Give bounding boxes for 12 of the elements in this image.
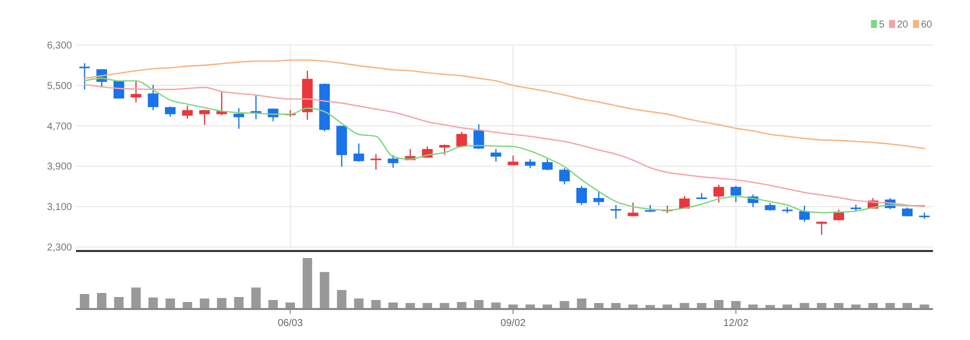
x-tick-label: 06/03 <box>278 318 304 329</box>
y-tick-label: 3,100 <box>46 202 72 214</box>
y-tick-label: 3,900 <box>46 162 72 173</box>
y-tick-label: 6,300 <box>46 40 72 52</box>
legend-label: 5 <box>879 20 885 30</box>
y-tick-label: 5,500 <box>46 80 72 92</box>
y-tick-label: 4,700 <box>46 121 72 132</box>
legend-label: 20 <box>897 20 909 30</box>
y-tick-label: 2,300 <box>46 242 72 254</box>
x-tick-label: 09/02 <box>500 318 526 329</box>
legend-label: 60 <box>921 20 933 30</box>
x-tick-label: 12/02 <box>723 318 749 329</box>
